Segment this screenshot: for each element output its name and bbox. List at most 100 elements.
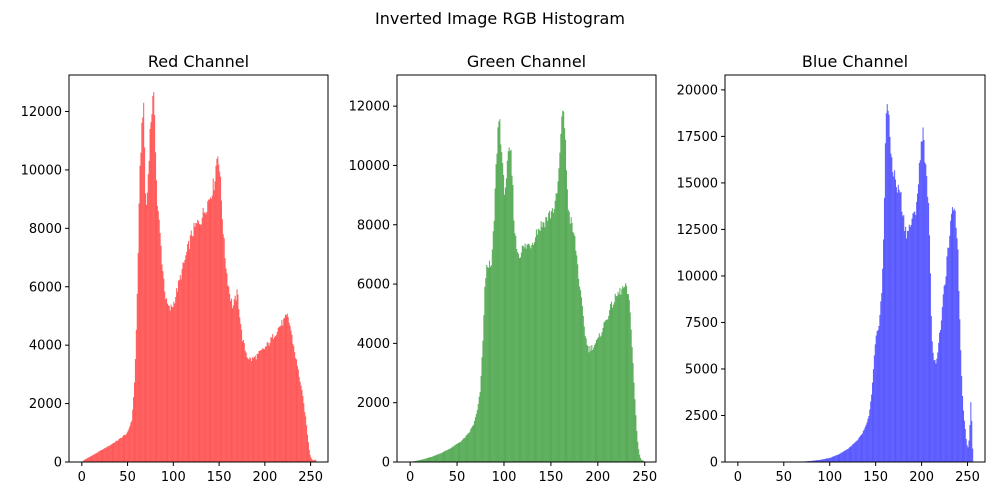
blue-histogram-bar <box>863 429 865 462</box>
red-histogram-bar <box>145 204 147 462</box>
red-histogram-bar <box>154 114 156 462</box>
red-histogram-bar <box>268 345 270 462</box>
red-histogram-bar <box>84 459 86 462</box>
green-histogram-bar <box>549 218 552 462</box>
green-histogram-bar <box>534 242 536 462</box>
green-histogram-bar <box>608 315 610 462</box>
green-histogram-bar <box>433 455 435 462</box>
red-histogram-bar <box>230 300 232 462</box>
blue-x-tick-label: 0 <box>734 470 742 485</box>
green-histogram-bar <box>640 458 642 462</box>
blue-histogram-bar <box>833 456 835 462</box>
red-histogram-bar <box>234 295 236 462</box>
red-y-tick-label: 2000 <box>29 397 62 412</box>
red-histogram-bar <box>236 289 238 462</box>
green-histogram-bar <box>554 200 556 462</box>
green-histogram-bar <box>488 267 490 462</box>
blue-histogram-bar <box>862 430 864 462</box>
blue-histogram-bar <box>951 207 953 462</box>
blue-histogram-bar <box>934 359 936 462</box>
red-histogram-bar <box>199 224 201 462</box>
blue-histogram-bar <box>910 224 912 462</box>
red-histogram-bar <box>213 190 215 462</box>
green-histogram-bar <box>416 460 418 462</box>
red-histogram-bar <box>181 268 183 462</box>
green-histogram-bar <box>580 297 583 462</box>
green-histogram-bar <box>609 310 611 462</box>
blue-histogram-bar <box>812 460 814 462</box>
green-histogram-bar <box>631 347 633 462</box>
red-histogram-bar <box>284 314 287 462</box>
red-histogram-bar <box>124 435 126 462</box>
green-y-tick-label: 12000 <box>349 100 390 115</box>
green-histogram-bar <box>642 460 644 462</box>
blue-y-tick-label: 5000 <box>685 362 718 377</box>
green-histogram-bar <box>574 236 576 462</box>
green-histogram-bar <box>558 168 560 462</box>
green-histogram-bar <box>512 185 514 463</box>
blue-histogram-bar <box>931 341 933 462</box>
red-histogram-bar <box>168 305 170 462</box>
green-histogram-bar <box>432 456 434 462</box>
green-y-tick-label: 4000 <box>357 337 390 352</box>
red-x-tick-label: 0 <box>78 470 86 485</box>
blue-histogram-bar <box>962 410 965 462</box>
green-histogram-bar <box>552 212 554 462</box>
blue-histogram-bar <box>872 382 874 462</box>
blue-x-tick-label: 250 <box>955 470 980 485</box>
green-histogram-bar <box>573 233 575 462</box>
red-histogram-bar <box>229 293 231 462</box>
blue-histogram-bar <box>924 162 926 462</box>
blue-histogram-bar <box>827 458 829 462</box>
blue-histogram-bar <box>946 256 948 462</box>
red-histogram-bar <box>169 310 171 462</box>
blue-histogram-bar <box>941 306 943 462</box>
green-histogram-bar <box>482 340 484 462</box>
blue-histogram-bar <box>939 332 941 462</box>
red-histogram-bar <box>241 329 243 462</box>
red-histogram-bar <box>303 403 305 462</box>
green-histogram-bar <box>443 451 446 462</box>
green-histogram-bar <box>504 187 507 462</box>
green-histogram-bar <box>451 447 453 462</box>
red-y-tick-label: 0 <box>54 456 62 471</box>
red-histogram-bar <box>107 446 109 462</box>
green-histogram-bar <box>538 229 540 462</box>
blue-y-tick-label: 2500 <box>685 409 718 424</box>
red-channel-bars <box>81 92 317 463</box>
green-histogram-bar <box>600 335 602 462</box>
red-histogram-bar <box>160 245 162 462</box>
green-histogram-bar <box>462 438 464 462</box>
green-histogram-bar <box>555 193 557 462</box>
blue-histogram-bar <box>813 460 815 462</box>
red-histogram-bar <box>172 307 174 462</box>
red-histogram-bar <box>148 160 150 462</box>
blue-y-tick-label: 0 <box>710 456 718 471</box>
green-x-tick-label: 0 <box>406 470 414 485</box>
green-histogram-bar <box>544 227 546 462</box>
red-histogram-bar <box>192 236 194 462</box>
blue-histogram-bar <box>943 285 945 462</box>
red-histogram-bar <box>270 337 272 462</box>
blue-histogram-bar <box>848 448 850 462</box>
red-histogram-bar <box>177 280 179 462</box>
blue-histogram-bar <box>876 331 878 462</box>
red-histogram-bar <box>92 454 94 462</box>
green-histogram-bar <box>535 229 537 462</box>
blue-channel-bars <box>792 104 974 463</box>
blue-histogram-bar <box>959 319 961 462</box>
blue-histogram-bar <box>900 191 902 463</box>
green-histogram-bar <box>545 216 547 462</box>
green-histogram-bar <box>520 252 522 462</box>
red-histogram-bar <box>238 309 240 462</box>
green-histogram-bar <box>460 441 462 462</box>
green-histogram-bar <box>632 363 634 462</box>
green-histogram-bar <box>612 304 614 462</box>
green-histogram-bar <box>625 283 627 462</box>
green-histogram-bar <box>621 288 623 462</box>
blue-histogram-bar <box>840 452 842 462</box>
red-histogram-bar <box>100 450 102 462</box>
green-histogram-bar <box>622 286 624 462</box>
green-histogram-bar <box>509 151 511 462</box>
green-histogram-bar <box>575 250 577 462</box>
